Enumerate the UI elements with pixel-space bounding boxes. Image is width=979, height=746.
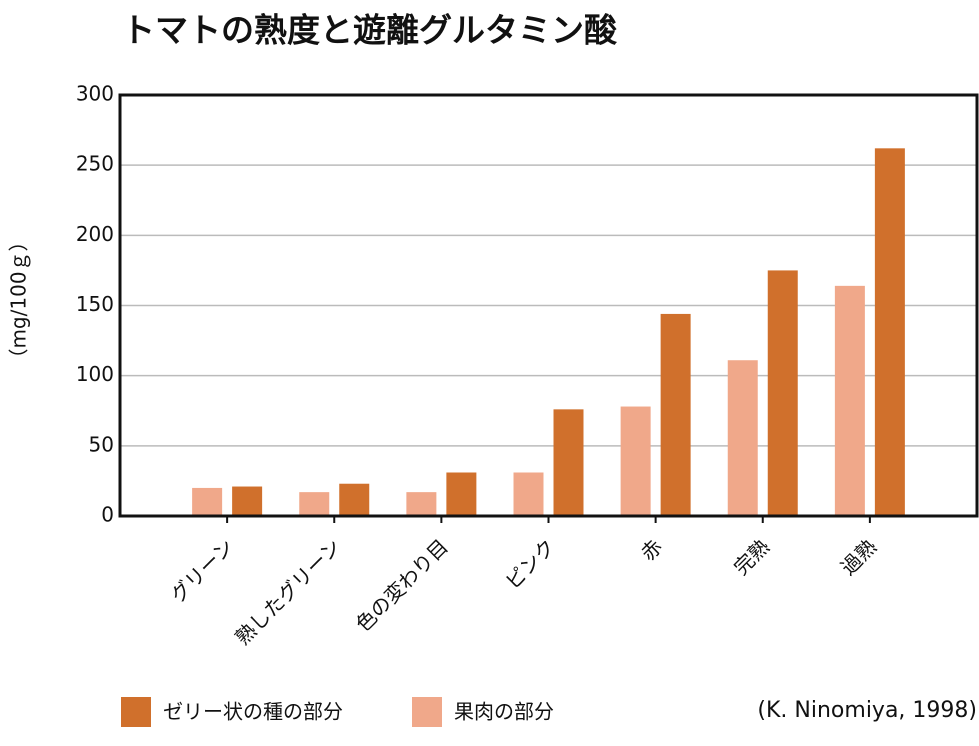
bar	[874, 148, 905, 516]
bar	[727, 360, 758, 516]
bar	[232, 486, 263, 516]
bar	[339, 483, 370, 516]
bar	[446, 472, 477, 516]
x-tick-label: 熟したグリーン	[230, 534, 345, 649]
legend-swatch	[412, 697, 442, 727]
y-tick-label: 150	[76, 292, 114, 316]
y-tick-label: 100	[76, 362, 114, 386]
legend-swatch	[121, 697, 151, 727]
x-tick-label: 赤	[636, 534, 667, 565]
bar	[834, 285, 865, 516]
source: (K. Ninomiya, 1998)	[757, 698, 977, 723]
y-tick-label: 200	[76, 222, 114, 246]
x-tick-label: 色の変わり目	[351, 534, 453, 636]
plot-frame	[118, 93, 979, 518]
legend-label: ゼリー状の種の部分	[163, 700, 343, 724]
x-tick-label: ピンク	[501, 534, 560, 593]
x-tick-label: 過熟	[836, 534, 881, 579]
bar	[192, 487, 223, 516]
y-tick-label: 250	[76, 152, 114, 176]
bar	[513, 472, 544, 516]
bar	[767, 270, 798, 516]
chart-title: トマトの熟度と遊離グルタミン酸	[122, 11, 618, 50]
bar	[660, 313, 691, 516]
legend-label: 果肉の部分	[454, 700, 554, 724]
y-tick-label: 50	[89, 432, 114, 456]
x-tick-label: グリーン	[166, 534, 239, 607]
bar	[620, 406, 651, 516]
x-tick-label: 完熟	[729, 534, 774, 579]
bar	[299, 492, 330, 516]
bar	[406, 492, 437, 516]
y-axis-label: （mg/100ｇ）	[7, 231, 31, 368]
y-tick-label: 0	[101, 503, 114, 527]
y-tick-label: 300	[76, 82, 114, 106]
bar	[553, 409, 584, 516]
